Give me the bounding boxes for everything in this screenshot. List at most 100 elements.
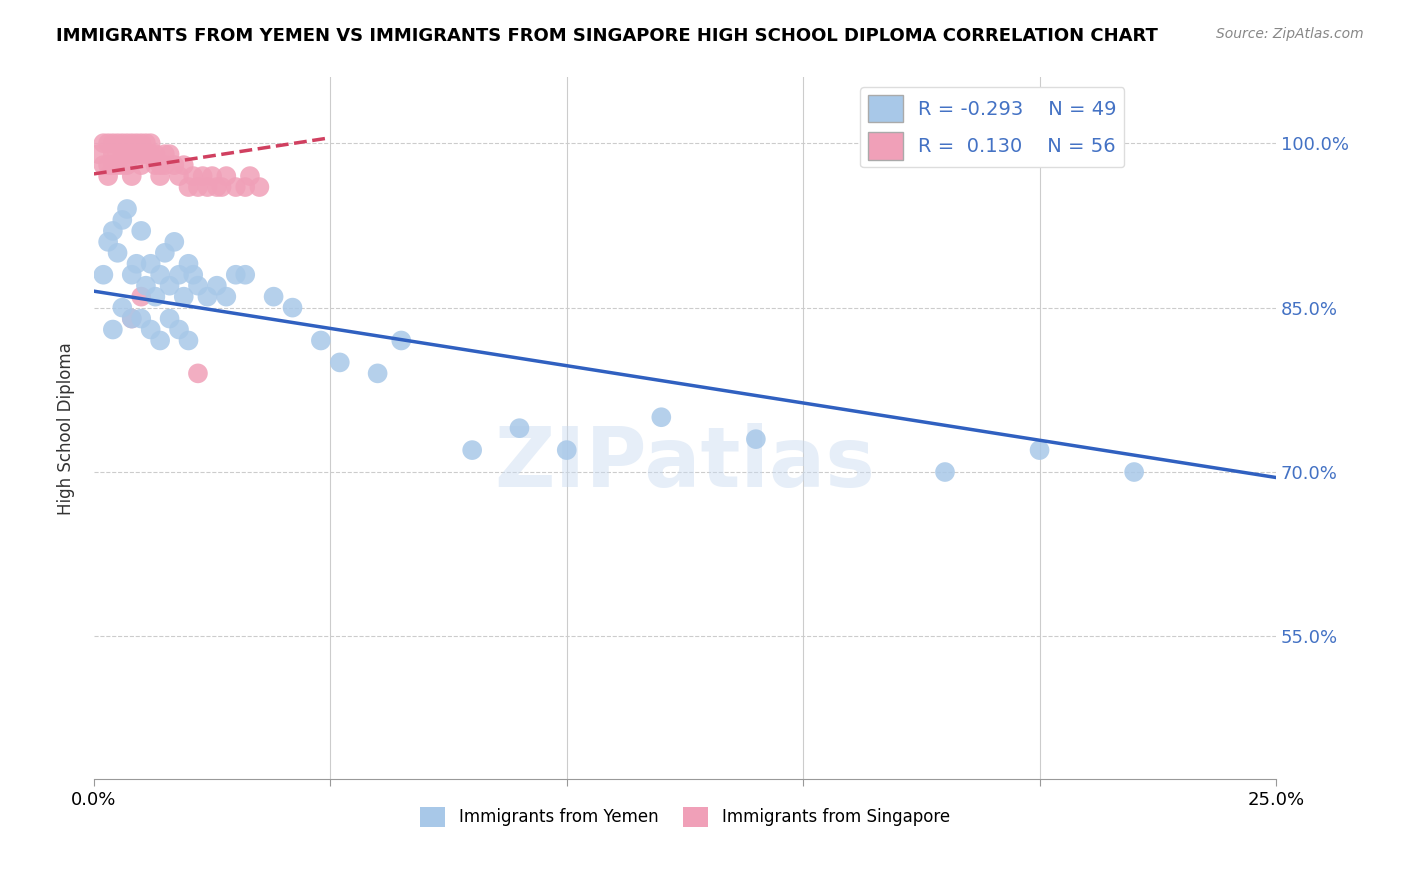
Point: [121, 311, 143, 326]
Point: [177, 180, 200, 194]
Point: [177, 334, 200, 348]
Point: [111, 136, 134, 151]
Point: [129, 158, 152, 172]
Point: [159, 278, 181, 293]
Point: [121, 311, 143, 326]
Point: [205, 180, 228, 194]
Point: [107, 147, 129, 161]
Point: [129, 224, 152, 238]
Point: [149, 169, 172, 183]
Point: [121, 169, 143, 183]
Point: [745, 432, 768, 446]
Point: [934, 465, 956, 479]
Point: [149, 334, 172, 348]
Point: [145, 147, 167, 161]
Point: [167, 268, 190, 282]
Point: [187, 278, 209, 293]
Point: [163, 235, 186, 249]
Point: [205, 278, 228, 293]
Point: [125, 257, 148, 271]
Point: [129, 136, 152, 151]
Y-axis label: High School Diploma: High School Diploma: [58, 342, 75, 515]
Point: [389, 334, 412, 348]
Point: [233, 180, 256, 194]
Point: [191, 169, 214, 183]
Point: [187, 367, 209, 381]
Point: [225, 180, 247, 194]
Point: [263, 290, 285, 304]
Point: [97, 136, 120, 151]
Point: [173, 290, 195, 304]
Point: [93, 158, 115, 172]
Point: [555, 443, 578, 458]
Point: [249, 180, 271, 194]
Point: [309, 334, 332, 348]
Point: [1123, 465, 1146, 479]
Point: [215, 290, 238, 304]
Point: [107, 245, 129, 260]
Text: ZIPatlas: ZIPatlas: [495, 423, 876, 504]
Point: [177, 257, 200, 271]
Point: [187, 180, 209, 194]
Point: [153, 245, 176, 260]
Point: [139, 257, 162, 271]
Point: [107, 158, 129, 172]
Point: [139, 136, 162, 151]
Point: [139, 322, 162, 336]
Point: [101, 136, 124, 151]
Point: [111, 213, 134, 227]
Point: [153, 158, 176, 172]
Point: [125, 147, 148, 161]
Point: [159, 147, 181, 161]
Point: [129, 311, 152, 326]
Point: [101, 147, 124, 161]
Point: [115, 147, 138, 161]
Point: [367, 367, 389, 381]
Point: [163, 158, 186, 172]
Point: [93, 268, 115, 282]
Point: [129, 147, 152, 161]
Text: Source: ZipAtlas.com: Source: ZipAtlas.com: [1216, 27, 1364, 41]
Point: [115, 202, 138, 216]
Point: [233, 268, 256, 282]
Point: [101, 224, 124, 238]
Point: [149, 158, 172, 172]
Point: [87, 147, 110, 161]
Point: [211, 180, 233, 194]
Point: [97, 158, 120, 172]
Point: [239, 169, 262, 183]
Point: [461, 443, 484, 458]
Point: [135, 136, 157, 151]
Point: [111, 147, 134, 161]
Point: [111, 301, 134, 315]
Point: [93, 136, 115, 151]
Point: [145, 158, 167, 172]
Point: [225, 268, 247, 282]
Point: [145, 290, 167, 304]
Point: [139, 147, 162, 161]
Point: [181, 169, 204, 183]
Point: [101, 158, 124, 172]
Legend: Immigrants from Yemen, Immigrants from Singapore: Immigrants from Yemen, Immigrants from S…: [413, 800, 956, 834]
Point: [135, 147, 157, 161]
Point: [281, 301, 304, 315]
Point: [135, 278, 157, 293]
Text: IMMIGRANTS FROM YEMEN VS IMMIGRANTS FROM SINGAPORE HIGH SCHOOL DIPLOMA CORRELATI: IMMIGRANTS FROM YEMEN VS IMMIGRANTS FROM…: [56, 27, 1159, 45]
Point: [101, 322, 124, 336]
Point: [215, 169, 238, 183]
Point: [125, 136, 148, 151]
Point: [201, 169, 224, 183]
Point: [97, 235, 120, 249]
Point: [107, 136, 129, 151]
Point: [1028, 443, 1050, 458]
Point: [129, 290, 152, 304]
Point: [121, 147, 143, 161]
Point: [97, 169, 120, 183]
Point: [508, 421, 530, 435]
Point: [167, 169, 190, 183]
Point: [121, 268, 143, 282]
Point: [121, 136, 143, 151]
Point: [197, 180, 219, 194]
Point: [115, 136, 138, 151]
Point: [153, 147, 176, 161]
